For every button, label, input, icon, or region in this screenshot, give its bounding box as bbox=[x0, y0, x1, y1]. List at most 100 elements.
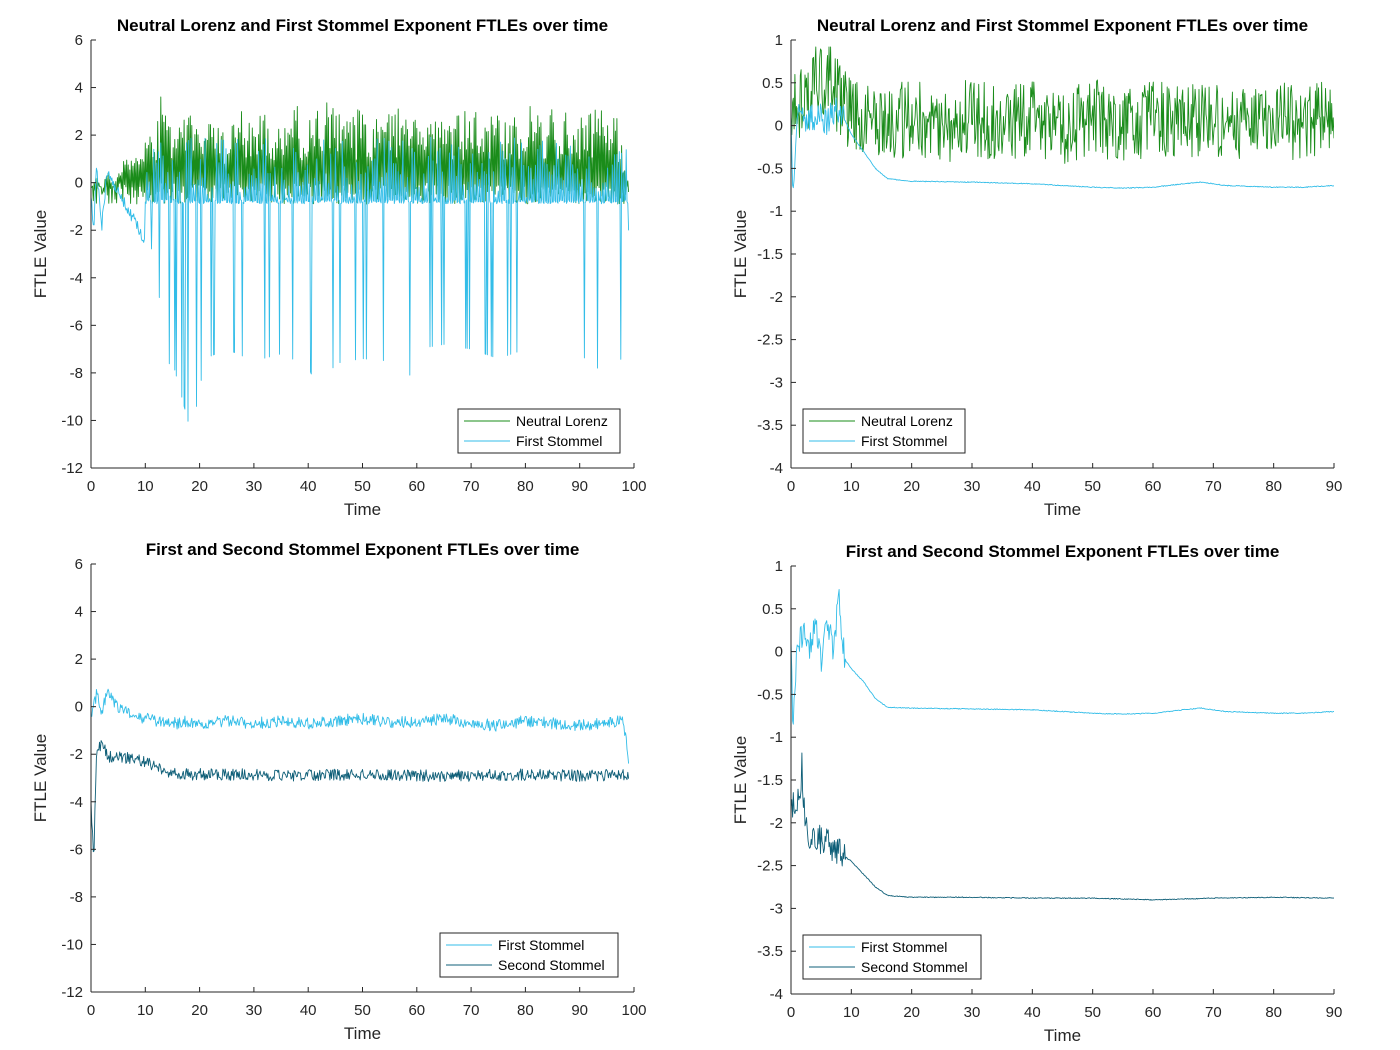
y-tick-label: -4 bbox=[770, 460, 783, 477]
x-tick-label: 20 bbox=[191, 1002, 208, 1019]
x-tick-label: 40 bbox=[1024, 1004, 1041, 1021]
y-tick-label: -1.5 bbox=[757, 246, 783, 263]
x-axis-label: Time bbox=[344, 500, 381, 519]
legend-box bbox=[439, 932, 619, 978]
x-tick-label: 50 bbox=[354, 478, 371, 495]
series-line-neutral-lorenz bbox=[791, 46, 1334, 164]
y-tick-label: 0 bbox=[75, 175, 83, 192]
x-tick-label: 60 bbox=[408, 478, 425, 495]
series-layer bbox=[91, 96, 630, 422]
x-tick-label: 40 bbox=[300, 478, 317, 495]
y-tick-label: -2.5 bbox=[757, 858, 783, 875]
series-line-first-stommel bbox=[91, 136, 630, 422]
y-tick-label: -3 bbox=[770, 900, 783, 917]
x-tick-label: 100 bbox=[621, 1002, 646, 1019]
y-tick-label: 0 bbox=[75, 699, 83, 716]
legend-box bbox=[802, 934, 982, 980]
y-tick-label: 0.5 bbox=[762, 601, 783, 618]
chart-panel-4: 0 10 20 30 40 50 60 70 80 90-4-3.5-3-2.5-2-1.5-1-… bbox=[731, 542, 1342, 1045]
y-tick-label: -6 bbox=[70, 841, 83, 858]
series-line-first-stommel bbox=[91, 688, 630, 764]
y-tick-label: -12 bbox=[61, 460, 83, 477]
legend: First Stommel Second Stommel bbox=[439, 932, 619, 978]
y-tick-label: 0 bbox=[775, 118, 783, 135]
y-tick-label: -0.5 bbox=[757, 160, 783, 177]
y-tick-label: -2 bbox=[70, 222, 83, 239]
legend-entry: Second Stommel bbox=[498, 957, 605, 973]
x-tick-label: 10 bbox=[843, 1004, 860, 1021]
x-tick-label: 100 bbox=[621, 478, 646, 495]
series-layer bbox=[791, 46, 1334, 189]
chart-title: Neutral Lorenz and First Stommel Exponen… bbox=[117, 16, 608, 35]
y-tick-label: 4 bbox=[75, 604, 83, 621]
y-axis-label: FTLE Value bbox=[31, 734, 50, 823]
legend-entry: First Stommel bbox=[498, 937, 584, 953]
legend-entry: Second Stommel bbox=[861, 959, 968, 975]
y-tick-label: 1 bbox=[775, 558, 783, 575]
y-axis-label: FTLE Value bbox=[731, 210, 750, 299]
x-tick-label: 10 bbox=[137, 1002, 154, 1019]
x-tick-label: 80 bbox=[1265, 478, 1282, 495]
series-line-first-stommel bbox=[791, 97, 1334, 189]
legend-entry: Neutral Lorenz bbox=[516, 413, 608, 429]
x-tick-label: 90 bbox=[1326, 1004, 1343, 1021]
plot-area bbox=[791, 40, 1334, 468]
legend-box bbox=[802, 408, 966, 454]
y-tick-label: -2 bbox=[70, 746, 83, 763]
x-axis-label: Time bbox=[1044, 1026, 1081, 1045]
x-tick-label: 50 bbox=[1084, 478, 1101, 495]
y-tick-label: 2 bbox=[75, 127, 83, 144]
y-tick-label: -12 bbox=[61, 984, 83, 1001]
y-tick-label: 4 bbox=[75, 80, 83, 97]
y-tick-label: -1 bbox=[770, 203, 783, 220]
x-tick-label: 0 bbox=[87, 1002, 95, 1019]
x-tick-label: 70 bbox=[1205, 1004, 1222, 1021]
y-tick-label: -8 bbox=[70, 365, 83, 382]
y-tick-label: -1 bbox=[770, 729, 783, 746]
x-axis-label: Time bbox=[344, 1024, 381, 1043]
series-line-first-stommel bbox=[791, 589, 1334, 725]
y-tick-label: -3 bbox=[770, 374, 783, 391]
chart-title: First and Second Stommel Exponent FTLEs … bbox=[846, 542, 1280, 561]
x-tick-label: 60 bbox=[1145, 478, 1162, 495]
x-tick-label: 40 bbox=[300, 1002, 317, 1019]
y-tick-label: -10 bbox=[61, 936, 83, 953]
series-layer bbox=[91, 688, 630, 853]
x-tick-label: 90 bbox=[571, 1002, 588, 1019]
x-tick-label: 50 bbox=[354, 1002, 371, 1019]
y-tick-label: -0.5 bbox=[757, 686, 783, 703]
y-axis-label: FTLE Value bbox=[31, 210, 50, 299]
legend-entry: First Stommel bbox=[861, 433, 947, 449]
x-tick-label: 30 bbox=[964, 478, 981, 495]
y-tick-label: -4 bbox=[770, 986, 783, 1003]
x-tick-label: 20 bbox=[191, 478, 208, 495]
x-axis-label: Time bbox=[1044, 500, 1081, 519]
x-tick-label: 50 bbox=[1084, 1004, 1101, 1021]
x-tick-label: 30 bbox=[246, 1002, 263, 1019]
x-tick-label: 0 bbox=[87, 478, 95, 495]
legend-box bbox=[457, 408, 621, 454]
y-tick-label: 6 bbox=[75, 32, 83, 49]
x-tick-label: 20 bbox=[903, 1004, 920, 1021]
legend: First Stommel Second Stommel bbox=[802, 934, 982, 980]
legend-entry: First Stommel bbox=[861, 939, 947, 955]
chart-panel-1: 0 10 20 30 40 50 60 70 80 90 100 -12 -10 -8 -6 -4 -2 0 2 4 6… bbox=[31, 16, 647, 519]
x-tick-label: 0 bbox=[787, 478, 795, 495]
series-line-second-stommel bbox=[791, 752, 1334, 901]
y-tick-label: -4 bbox=[70, 270, 83, 287]
y-tick-label: -1.5 bbox=[757, 772, 783, 789]
x-tick-label: 70 bbox=[1205, 478, 1222, 495]
y-tick-label: -3.5 bbox=[757, 417, 783, 434]
legend: Neutral Lorenz First Stommel bbox=[802, 408, 966, 454]
x-tick-label: 90 bbox=[571, 478, 588, 495]
plot-area bbox=[791, 566, 1334, 994]
x-tick-label: 80 bbox=[517, 478, 534, 495]
x-tick-label: 30 bbox=[246, 478, 263, 495]
x-tick-label: 70 bbox=[463, 478, 480, 495]
x-tick-label: 10 bbox=[843, 478, 860, 495]
x-tick-label: 70 bbox=[463, 1002, 480, 1019]
x-tick-label: 60 bbox=[1145, 1004, 1162, 1021]
y-tick-label: -4 bbox=[70, 794, 83, 811]
y-tick-label: -2 bbox=[770, 289, 783, 306]
